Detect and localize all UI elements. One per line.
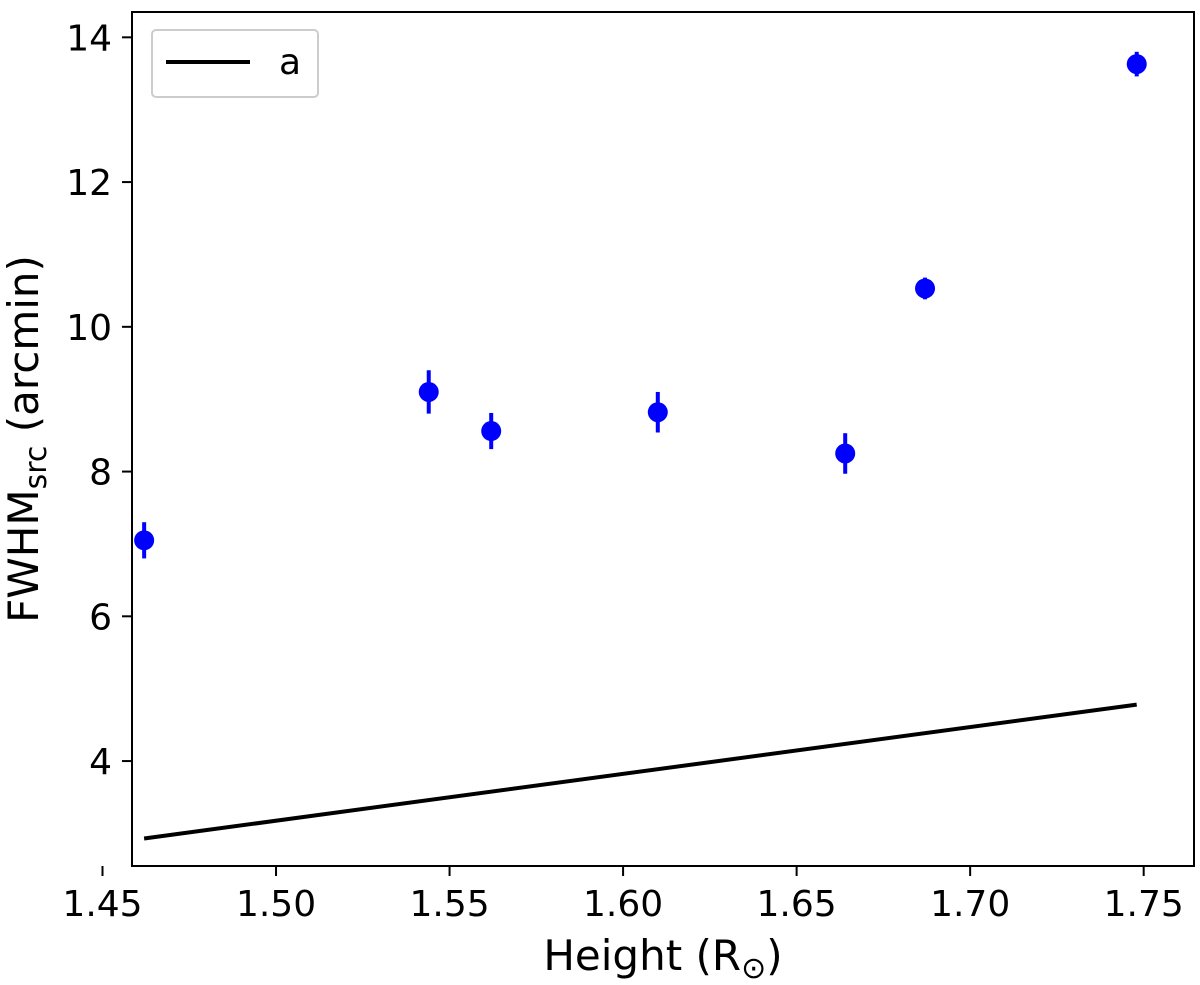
y-axis-label: FWHMsrc (arcmin) — [0, 255, 54, 623]
plot-background — [132, 12, 1194, 866]
y-axis: 4 6 8 10 12 14 — [66, 18, 132, 783]
data-point — [481, 421, 502, 442]
data-point — [647, 402, 668, 423]
x-tick-label: 1.55 — [409, 884, 489, 925]
data-point — [915, 278, 936, 299]
legend-label: a — [279, 42, 301, 83]
y-tick-label: 10 — [66, 308, 112, 349]
x-tick-label: 1.60 — [583, 884, 663, 925]
y-tick-label: 8 — [89, 453, 112, 494]
legend: a — [151, 29, 319, 98]
data-point — [418, 381, 439, 402]
data-point — [134, 530, 155, 551]
x-axis-label-sub: ⊙ — [741, 951, 766, 985]
points-layer — [134, 51, 1147, 559]
y-axis-label-sub: src — [19, 446, 54, 490]
series-line-a — [143, 702, 1137, 841]
x-tick-label: 1.70 — [930, 884, 1010, 925]
y-tick-label: 4 — [89, 742, 112, 783]
y-tick-label: 6 — [89, 597, 112, 638]
data-point — [835, 443, 856, 464]
y-axis-label-main: FWHM — [0, 489, 48, 623]
x-axis: 1.45 1.50 1.55 1.60 1.65 1.70 1.75 — [62, 866, 1184, 925]
x-tick-label: 1.50 — [236, 884, 316, 925]
plot-frame — [131, 11, 1195, 867]
x-tick-label: 1.45 — [62, 884, 142, 925]
x-tick-label: 1.75 — [1104, 884, 1184, 925]
line-layer — [143, 702, 1137, 841]
y-tick-label: 12 — [66, 163, 112, 204]
x-axis-label-main: Height (R — [543, 931, 741, 980]
data-point — [1126, 54, 1147, 75]
x-axis-label-end: ) — [766, 931, 782, 980]
y-tick-label: 14 — [66, 18, 112, 59]
x-axis-label: Height (R⊙) — [543, 931, 782, 985]
y-axis-label-end: (arcmin) — [0, 255, 48, 446]
x-tick-label: 1.65 — [757, 884, 837, 925]
